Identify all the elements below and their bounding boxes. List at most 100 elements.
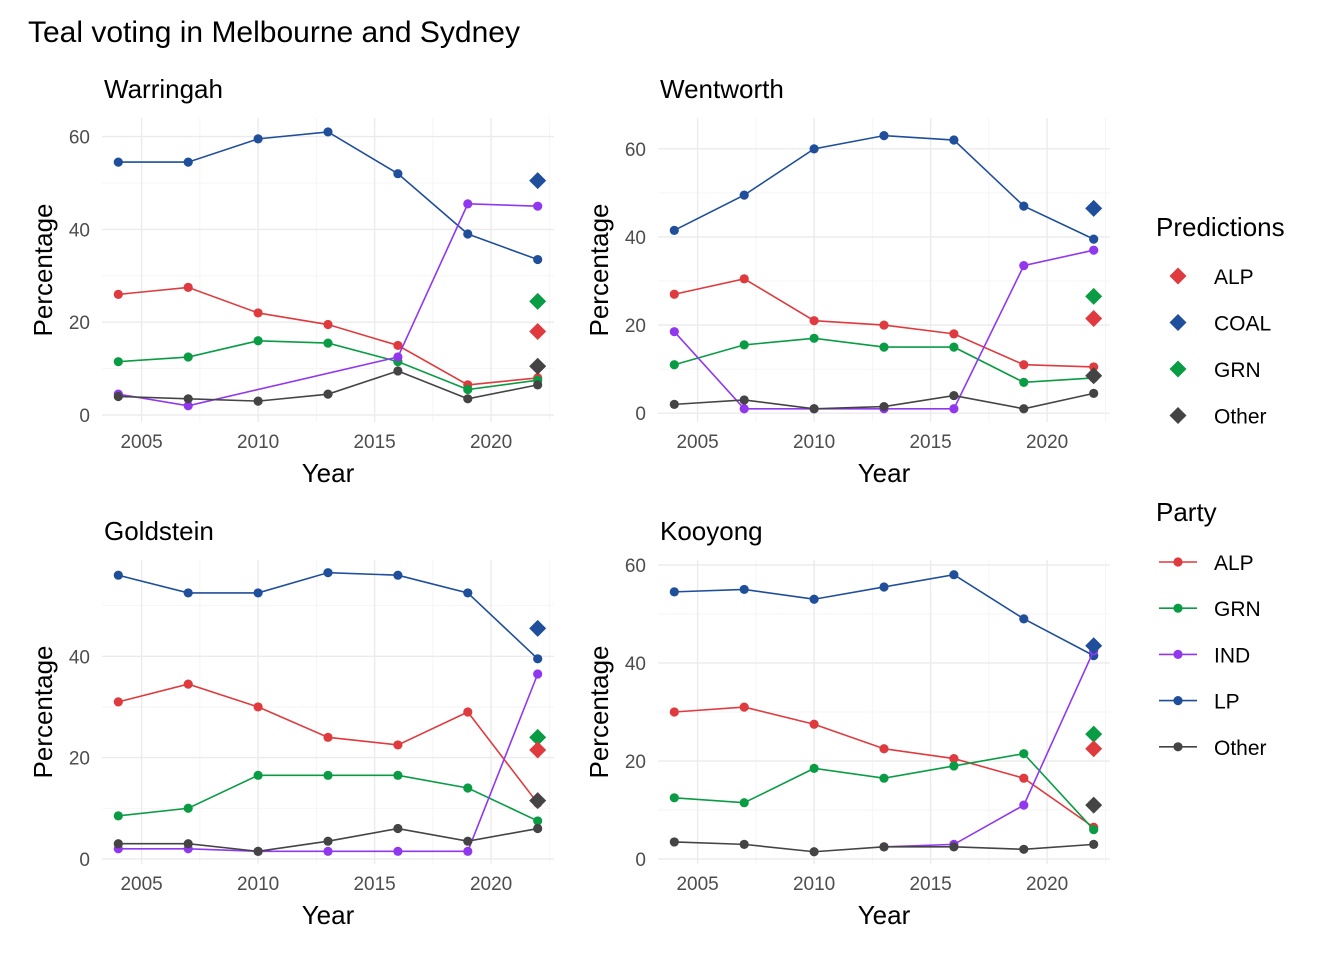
data-point-other: [669, 399, 679, 409]
legend-label-coal: COAL: [1214, 313, 1271, 336]
x-tick-label: 2005: [120, 874, 162, 895]
y-tick-label: 0: [635, 850, 646, 871]
series-other: [113, 366, 543, 406]
data-point-lp: [113, 157, 123, 167]
x-tick-label: 2020: [470, 432, 512, 453]
data-point-lp: [879, 582, 889, 592]
data-point-other: [253, 396, 263, 406]
data-point-lp: [949, 135, 959, 145]
data-point-grn: [1089, 825, 1099, 835]
data-point-ind: [533, 201, 543, 211]
prediction-other: [1085, 796, 1103, 814]
prediction-grn: [1085, 287, 1103, 305]
y-tick-label: 20: [69, 749, 90, 770]
data-point-grn: [323, 770, 333, 780]
legend-party: Party ALP GRN IND LP Other: [1156, 497, 1267, 760]
prediction-alp: [1085, 309, 1103, 327]
series-alp: [669, 274, 1099, 372]
x-tick-label: 2015: [353, 432, 395, 453]
x-tick-label: 2005: [676, 874, 718, 895]
prediction-coal: [529, 619, 547, 637]
series-grn: [113, 336, 543, 395]
data-point-lp: [463, 588, 473, 598]
series-line-alp: [118, 286, 538, 386]
legend-key-coal: [1169, 314, 1187, 331]
panel-title-warringah: Warringah: [104, 74, 223, 104]
data-point-lp: [323, 127, 333, 137]
data-point-other: [463, 836, 473, 846]
y-tick-label: 40: [625, 228, 646, 249]
prediction-alp: [529, 741, 547, 759]
series-line-lp: [118, 571, 539, 660]
data-point-lp: [669, 225, 679, 235]
data-point-alp: [183, 282, 193, 293]
data-point-alp: [809, 719, 819, 729]
data-point-alp: [949, 329, 959, 339]
series-ind: [113, 669, 543, 856]
legend-label-other: Other: [1214, 737, 1267, 760]
y-tick-label: 60: [69, 128, 90, 149]
y-tick-label: 0: [79, 406, 90, 427]
data-point-lp: [393, 570, 403, 580]
data-point-ind: [393, 846, 403, 856]
data-point-ind: [463, 199, 473, 209]
x-axis-title: Year: [302, 900, 355, 930]
data-point-lp: [253, 134, 263, 144]
series-other: [113, 823, 543, 856]
data-point-grn: [463, 783, 473, 793]
x-tick-label: 2020: [1026, 432, 1068, 453]
data-point-grn: [183, 352, 193, 362]
data-point-other: [393, 366, 403, 376]
data-point-alp: [669, 289, 679, 299]
data-point-alp: [809, 316, 819, 326]
series-line-lp: [118, 131, 538, 261]
data-point-other: [879, 401, 889, 412]
data-point-other: [113, 391, 123, 402]
data-point-other: [1089, 388, 1099, 398]
prediction-alp: [529, 322, 547, 340]
data-point-grn: [393, 770, 403, 780]
data-point-other: [1019, 404, 1029, 414]
data-point-grn: [879, 342, 889, 352]
x-tick-label: 2005: [676, 432, 718, 453]
data-point-alp: [183, 679, 193, 689]
series-line-grn: [674, 752, 1095, 831]
data-point-alp: [739, 702, 749, 712]
x-tick-label: 2020: [470, 874, 512, 895]
data-point-alp: [323, 319, 333, 330]
data-point-other: [463, 394, 473, 404]
data-point-alp: [1019, 773, 1029, 783]
data-point-ind: [393, 352, 403, 362]
legend-title: Predictions: [1156, 212, 1285, 242]
y-axis-title: Percentage: [28, 204, 58, 337]
data-point-lp: [879, 131, 889, 141]
x-axis-title: Year: [858, 900, 911, 930]
data-point-other: [879, 842, 889, 852]
data-point-lp: [113, 570, 123, 580]
y-tick-label: 60: [625, 140, 646, 161]
x-axis-title: Year: [302, 458, 355, 488]
series-lp: [113, 127, 543, 265]
y-axis-title: Percentage: [584, 646, 614, 779]
panel-title-goldstein: Goldstein: [104, 516, 214, 546]
legend-label-ind: IND: [1214, 644, 1250, 667]
legend-key-other: [1169, 407, 1187, 424]
prediction-grn: [529, 292, 547, 310]
data-point-ind: [739, 404, 749, 414]
data-point-ind: [669, 327, 679, 337]
data-point-grn: [669, 360, 679, 370]
y-tick-label: 60: [625, 556, 646, 577]
data-point-ind: [533, 669, 543, 679]
data-point-ind: [183, 401, 193, 411]
data-point-grn: [669, 793, 679, 803]
legend-label-alp: ALP: [1214, 266, 1254, 289]
data-point-grn: [183, 803, 193, 813]
data-point-alp: [739, 274, 749, 284]
legend-label-grn: GRN: [1214, 598, 1261, 621]
data-point-lp: [533, 254, 543, 265]
data-point-other: [113, 839, 123, 849]
data-point-lp: [949, 570, 959, 580]
data-point-other: [809, 404, 819, 414]
data-point-grn: [949, 342, 959, 352]
